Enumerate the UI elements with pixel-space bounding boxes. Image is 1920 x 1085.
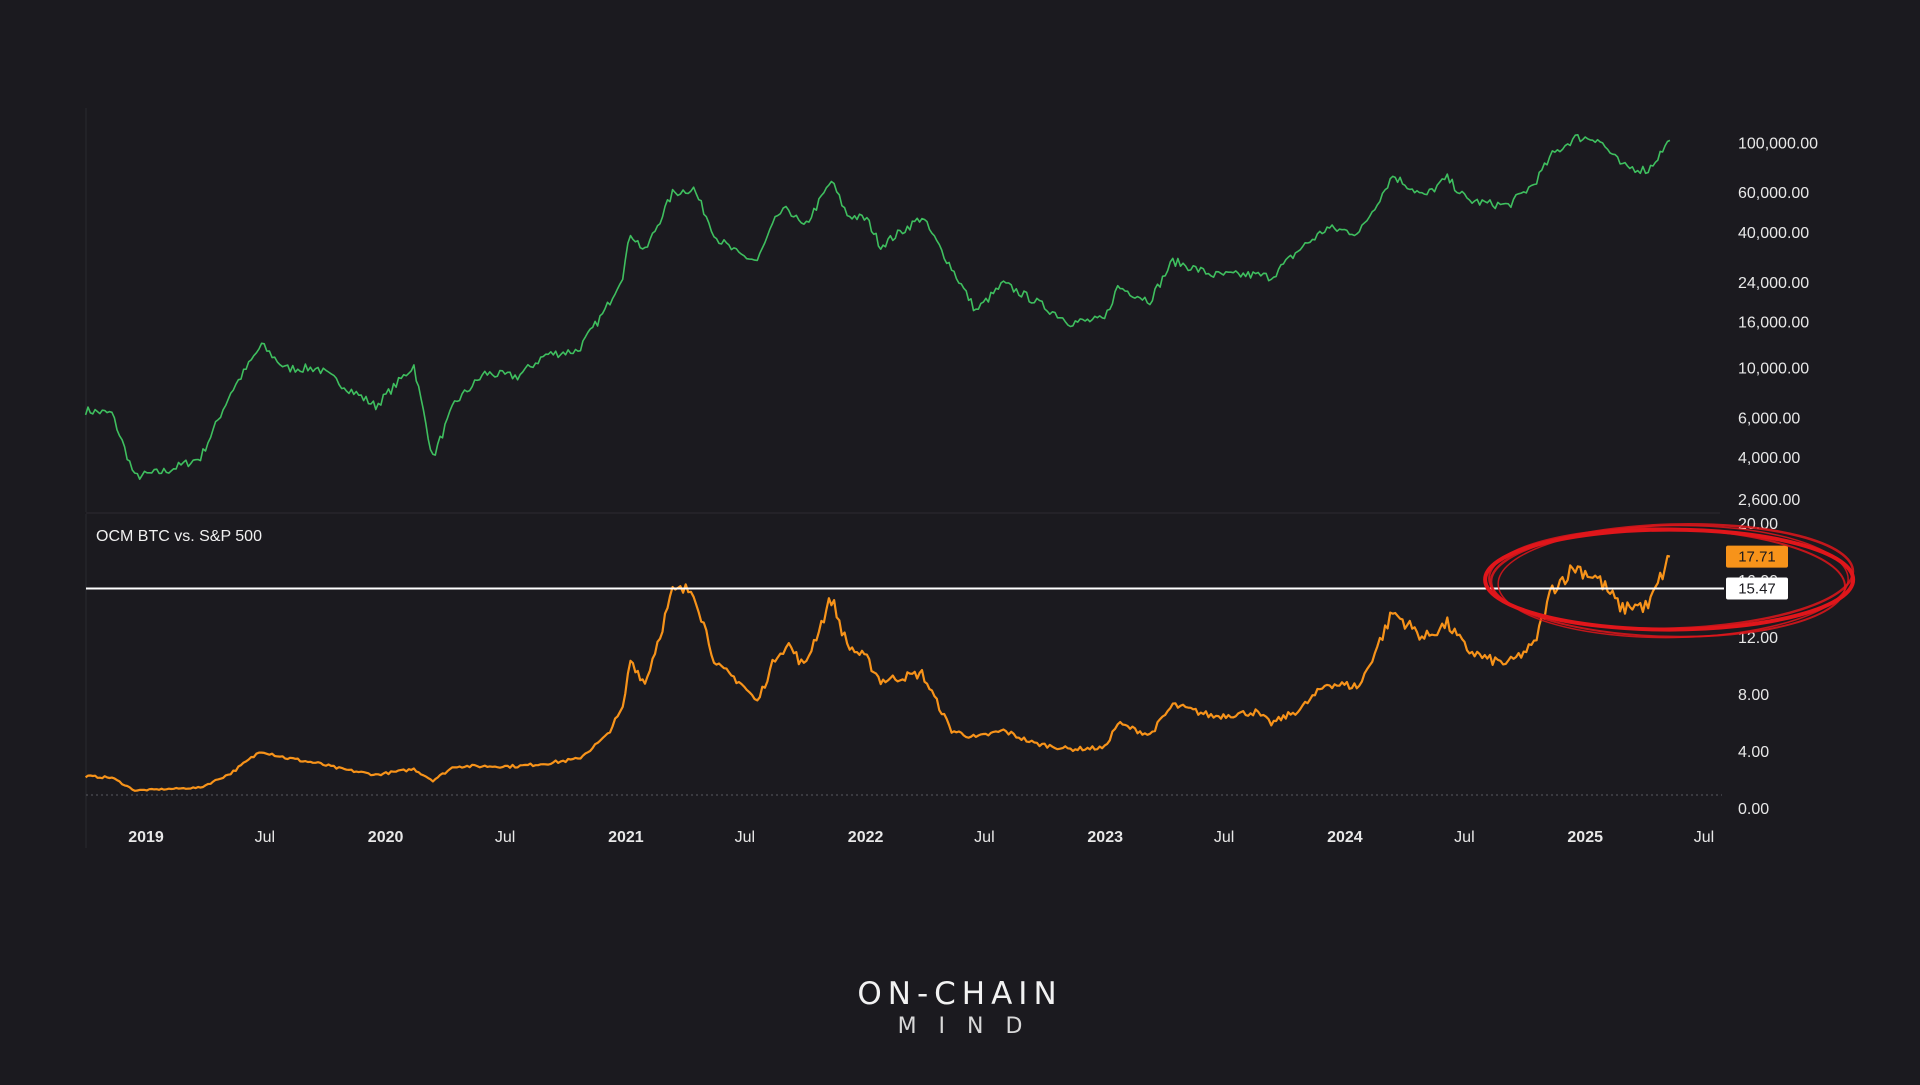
ratio-y-tick: 12.00 xyxy=(1738,630,1778,647)
brand-line1: ON-CHAIN xyxy=(857,976,1063,1012)
brand-logo: ON-CHAIN MIND xyxy=(0,976,1920,1039)
price-y-tick: 4,000.00 xyxy=(1738,450,1800,467)
reference-value-badge-bg xyxy=(1726,577,1788,600)
ratio-panel: OCM BTC vs. S&P 500 20.0016.0012.008.004… xyxy=(84,514,1856,848)
price-y-tick: 16,000.00 xyxy=(1738,314,1809,331)
price-y-tick: 60,000.00 xyxy=(1738,185,1809,202)
x-tick-year: 2019 xyxy=(128,829,164,846)
x-tick-month: Jul xyxy=(1694,829,1714,846)
price-y-tick: 10,000.00 xyxy=(1738,360,1809,377)
x-tick-year: 2022 xyxy=(848,829,884,846)
price-y-tick: 100,000.00 xyxy=(1738,135,1818,152)
reference-value-badge: 15.47 xyxy=(1726,577,1788,600)
highlight-stroke xyxy=(1488,527,1847,638)
highlight-stroke xyxy=(1489,522,1855,630)
price-y-tick: 6,000.00 xyxy=(1738,410,1800,427)
x-tick-year: 2024 xyxy=(1327,829,1363,846)
reference-value-badge-text: 15.47 xyxy=(1738,581,1776,598)
price-panel: 100,000.00 60,000.00 40,000.00 24,000.00 16,… xyxy=(84,108,1818,514)
price-y-tick: 40,000.00 xyxy=(1738,225,1809,242)
brand-line2: MIND xyxy=(897,1014,1045,1039)
x-tick-year: 2025 xyxy=(1567,829,1603,846)
price-series-line xyxy=(84,134,1671,480)
ratio-y-tick: 8.00 xyxy=(1738,687,1769,704)
highlight-stroke xyxy=(1497,524,1849,639)
highlight-circle xyxy=(1483,522,1856,639)
x-tick-year: 2021 xyxy=(608,829,644,846)
price-y-axis: 100,000.00 60,000.00 40,000.00 24,000.00 16,… xyxy=(1738,135,1818,509)
current-value-badge-text: 17.71 xyxy=(1738,549,1776,566)
current-value-badge: 17.71 xyxy=(1726,545,1788,568)
price-y-tick: 24,000.00 xyxy=(1738,275,1809,292)
x-tick-month: Jul xyxy=(974,829,994,846)
x-axis: 2019 Jul 2020 Jul 2021 Jul 2022 Jul 2023 Jul 2024 J… xyxy=(128,829,1714,846)
current-value-badge-bg xyxy=(1726,545,1788,568)
ratio-panel-title: OCM BTC vs. S&P 500 xyxy=(96,528,262,545)
x-tick-year: 2020 xyxy=(368,829,404,846)
x-tick-month: Jul xyxy=(1214,829,1234,846)
ratio-y-tick: 0.00 xyxy=(1738,801,1769,818)
x-tick-year: 2023 xyxy=(1087,829,1123,846)
price-y-tick: 2,600.00 xyxy=(1738,492,1800,509)
x-tick-month: Jul xyxy=(255,829,275,846)
ratio-y-tick: 4.00 xyxy=(1738,744,1769,761)
x-tick-month: Jul xyxy=(735,829,755,846)
ratio-series-line xyxy=(84,554,1671,792)
x-tick-month: Jul xyxy=(495,829,515,846)
x-tick-month: Jul xyxy=(1454,829,1474,846)
